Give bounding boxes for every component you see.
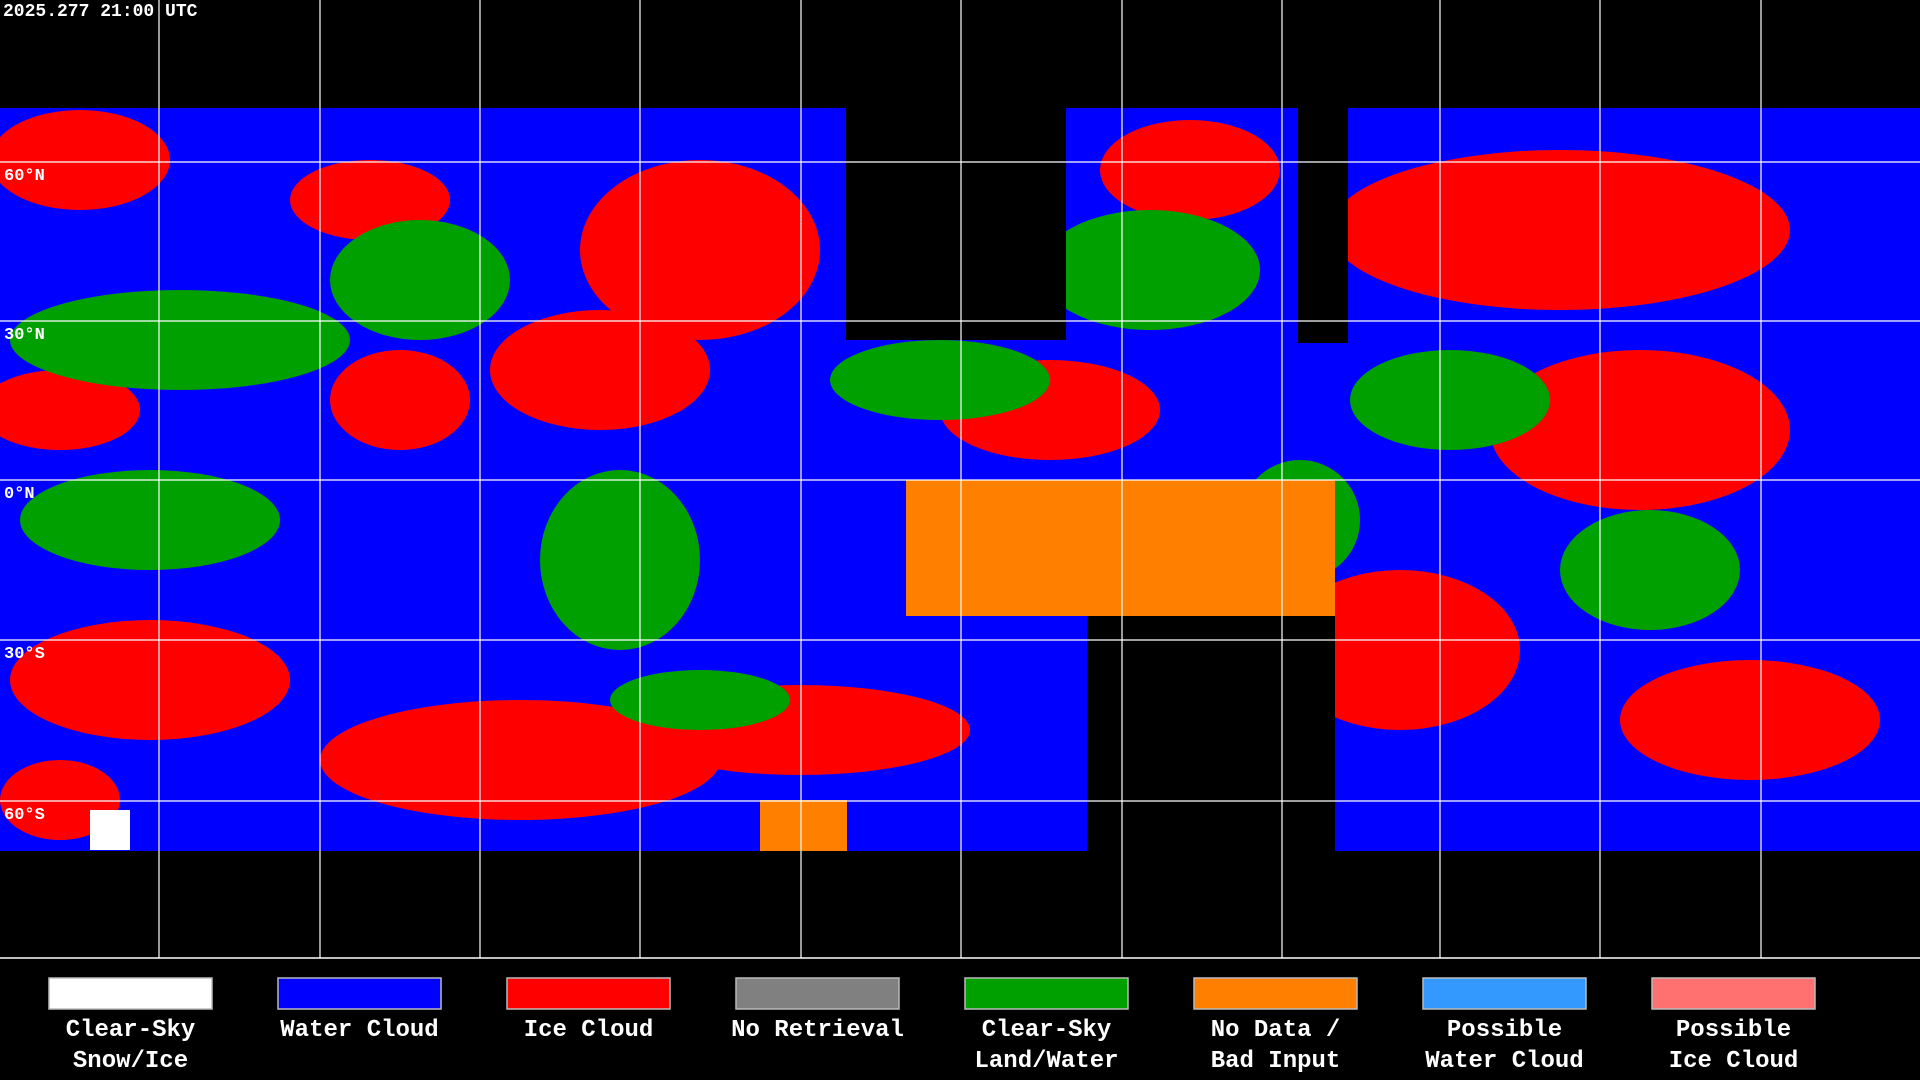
legend-swatch bbox=[277, 977, 442, 1010]
legend-label: Water Cloud bbox=[1425, 1048, 1583, 1075]
snow-region bbox=[90, 810, 130, 850]
no-data-region bbox=[760, 800, 847, 851]
legend-swatch bbox=[1422, 977, 1587, 1010]
lat-label: 30°N bbox=[4, 326, 45, 345]
legend-label: Ice Cloud bbox=[524, 1017, 654, 1044]
legend-label: No Retrieval bbox=[731, 1017, 904, 1044]
legend-label: Clear-Sky bbox=[982, 1017, 1112, 1044]
lat-label: 0°N bbox=[4, 485, 35, 504]
legend-label: Land/Water bbox=[974, 1048, 1118, 1075]
lat-label: 60°N bbox=[4, 167, 45, 186]
legend-swatch bbox=[735, 977, 900, 1010]
lat-label: 60°S bbox=[4, 806, 45, 825]
legend-label: Ice Cloud bbox=[1669, 1048, 1799, 1075]
no-data-region bbox=[906, 480, 1335, 616]
lat-label: 30°S bbox=[4, 645, 45, 664]
legend-label: Clear-Sky bbox=[66, 1017, 196, 1044]
legend-label: Possible bbox=[1676, 1017, 1791, 1044]
legend-swatch bbox=[964, 977, 1129, 1010]
legend-label: Possible bbox=[1447, 1017, 1562, 1044]
legend-label: Bad Input bbox=[1211, 1048, 1341, 1075]
legend-swatch bbox=[506, 977, 671, 1010]
legend-label: Water Cloud bbox=[280, 1017, 438, 1044]
legend-swatch bbox=[1193, 977, 1358, 1010]
legend-swatch bbox=[48, 977, 213, 1010]
legend-label: Snow/Ice bbox=[73, 1048, 188, 1075]
graticule bbox=[0, 0, 1920, 958]
legend-label: No Data / bbox=[1211, 1017, 1341, 1044]
ice-cloud-areas bbox=[0, 110, 1880, 840]
clear-sky-areas bbox=[10, 210, 1740, 730]
timestamp: 2025.277 21:00 UTC bbox=[3, 2, 198, 22]
legend-swatch bbox=[1651, 977, 1816, 1010]
map bbox=[0, 0, 1920, 959]
